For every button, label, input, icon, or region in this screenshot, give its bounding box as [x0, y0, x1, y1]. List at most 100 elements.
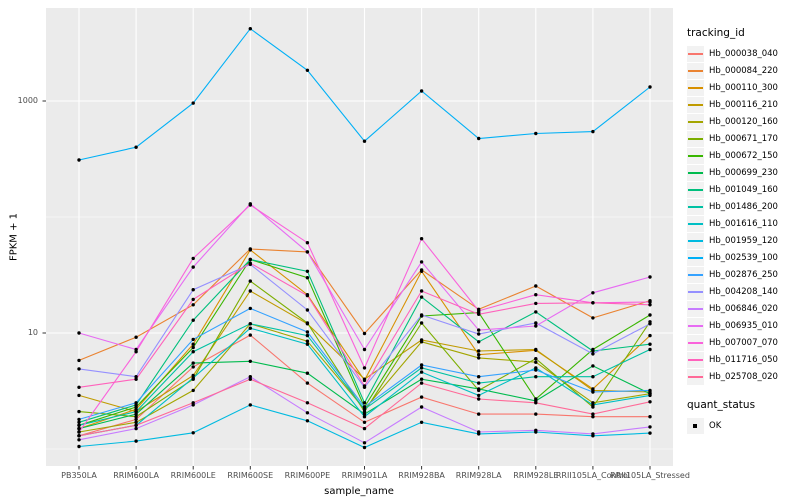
- legend-key: [687, 198, 704, 215]
- legend-key-line-icon: [688, 205, 703, 208]
- data-point: [477, 136, 481, 141]
- data-point: [305, 411, 310, 415]
- data-point: [591, 390, 595, 394]
- data-point: [648, 393, 652, 398]
- legend-entry: Hb_000699_230: [687, 164, 778, 181]
- data-point: [362, 415, 367, 419]
- panel-background: [46, 8, 673, 466]
- data-point: [77, 367, 81, 371]
- data-point: [534, 368, 538, 372]
- data-point: [477, 340, 481, 344]
- data-point: [305, 321, 310, 325]
- data-point: [248, 333, 252, 337]
- data-point: [477, 381, 481, 385]
- legend-entry-label: Hb_001616_110: [709, 218, 778, 229]
- data-point: [191, 373, 195, 378]
- legend-key: [687, 266, 704, 283]
- data-point: [362, 412, 367, 416]
- legend-key-line-icon: [688, 52, 703, 55]
- data-point: [591, 375, 595, 379]
- legend-key-line-icon: [688, 171, 703, 174]
- legend-entry-label: Hb_004208_140: [709, 286, 778, 297]
- legend-entry: Hb_000671_170: [687, 130, 778, 147]
- data-point: [534, 347, 538, 352]
- data-point: [362, 347, 367, 352]
- data-point: [591, 291, 595, 295]
- data-point: [648, 322, 652, 326]
- data-point: [648, 425, 652, 429]
- data-point: [305, 250, 310, 254]
- data-point: [362, 426, 367, 431]
- data-point: [419, 381, 424, 385]
- data-point: [648, 431, 652, 435]
- legend-key-line-icon: [688, 188, 703, 191]
- legend-entry-label: Hb_011716_050: [709, 354, 778, 365]
- legend-key-line-icon: [688, 307, 703, 310]
- data-point: [134, 423, 138, 427]
- data-point: [534, 310, 538, 314]
- legend-key-line-icon: [688, 375, 703, 378]
- data-point: [591, 129, 595, 134]
- data-point: [134, 417, 138, 422]
- data-point: [77, 409, 81, 414]
- x-tick-label: RRII105LA_Control: [555, 471, 630, 480]
- data-point: [648, 347, 652, 352]
- data-point: [477, 312, 481, 316]
- data-point: [648, 400, 652, 404]
- legend-key: [687, 351, 704, 368]
- data-point: [191, 256, 195, 261]
- legend-entry: Hb_000038_040: [687, 45, 778, 62]
- data-point: [362, 331, 367, 336]
- data-point: [419, 321, 424, 325]
- data-point: [534, 357, 538, 361]
- legend-entry-label: Hb_001049_160: [709, 184, 778, 195]
- data-point: [534, 321, 538, 325]
- data-point: [191, 318, 195, 322]
- data-point: [477, 387, 481, 391]
- data-point: [591, 364, 595, 368]
- legend-entry-label: Hb_006846_020: [709, 303, 778, 314]
- legend-entry-label: Hb_025708_020: [709, 371, 778, 382]
- data-point: [305, 269, 310, 273]
- data-point: [191, 350, 195, 354]
- data-point: [534, 412, 538, 416]
- data-point: [77, 438, 81, 442]
- data-point: [134, 335, 138, 339]
- legend-entry: Hb_001049_160: [687, 181, 778, 198]
- legend-key-line-icon: [688, 86, 703, 89]
- data-point: [134, 375, 138, 379]
- data-point: [191, 342, 195, 346]
- legend-entry: Hb_006935_010: [687, 317, 778, 334]
- x-tick-label: RRIM600LE: [170, 471, 216, 480]
- data-point: [191, 265, 195, 269]
- data-point: [477, 328, 481, 332]
- x-tick-label: PB350LA: [61, 471, 97, 480]
- data-point: [134, 439, 138, 443]
- data-point: [419, 313, 424, 317]
- legend-entry: Hb_004208_140: [687, 283, 778, 300]
- data-point: [419, 260, 424, 264]
- data-point: [134, 420, 138, 424]
- data-point: [419, 340, 424, 344]
- data-point: [419, 370, 424, 374]
- data-point: [591, 432, 595, 436]
- data-point: [305, 381, 310, 385]
- x-tick-label: RRIM600SE: [227, 471, 274, 480]
- legend-key-line-icon: [688, 341, 703, 344]
- data-point: [134, 377, 138, 381]
- data-point: [248, 261, 252, 265]
- quant-status-label: OK: [709, 420, 722, 431]
- legend-key-line-icon: [688, 324, 703, 327]
- legend-key: [687, 96, 704, 113]
- legend-entry: Hb_007007_070: [687, 334, 778, 351]
- legend-entry-label: Hb_000699_230: [709, 167, 778, 178]
- legend-key: [687, 249, 704, 266]
- data-point: [77, 434, 81, 438]
- data-point: [134, 401, 138, 405]
- legend-key-line-icon: [688, 120, 703, 123]
- y-tick-label-1000: 1000: [17, 96, 38, 105]
- legend-entry-label: Hb_000110_300: [709, 82, 778, 93]
- legend-key: [687, 317, 704, 334]
